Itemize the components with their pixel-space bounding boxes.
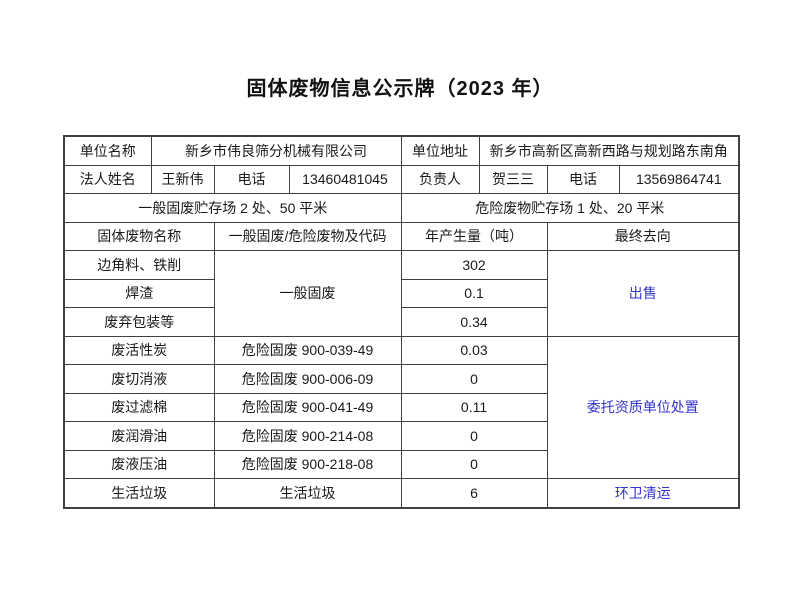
- header-destination: 最终去向: [546, 221, 740, 251]
- table-row: 废过滤棉 危险固废 900-041-49 0.11: [63, 392, 739, 422]
- unit-name-value: 新乡市伟良筛分机械有限公司: [150, 135, 402, 166]
- waste-name: 废液压油: [63, 449, 215, 479]
- waste-notice-table: 单位名称 新乡市伟良筛分机械有限公司 单位地址 新乡市高新区高新西路与规划路东南…: [63, 135, 741, 509]
- manager-label: 负责人: [400, 164, 480, 194]
- waste-name: 废活性炭: [63, 335, 215, 365]
- row-contacts: 法人姓名 王新伟 电话 13460481045 负责人 贺三三 电话 13569…: [63, 164, 740, 194]
- manager-name-value: 贺三三: [478, 164, 548, 194]
- table-row: 生活垃圾 生活垃圾 6 环卫清运: [63, 478, 740, 508]
- waste-amount: 6: [400, 478, 548, 508]
- header-waste-category: 一般固废/危险废物及代码: [213, 221, 402, 251]
- waste-category-general: 一般固废: [213, 250, 402, 337]
- legal-name-label: 法人姓名: [63, 164, 152, 194]
- waste-amount: 302: [400, 250, 548, 280]
- unit-address-value: 新乡市高新区高新西路与规划路东南角: [478, 135, 740, 166]
- waste-amount: 0.34: [400, 307, 548, 337]
- legal-name-value: 王新伟: [150, 164, 215, 194]
- waste-category: 危险固废 900-214-08: [213, 421, 402, 451]
- manager-phone-value: 13569864741: [618, 164, 740, 194]
- waste-amount: 0.1: [400, 278, 548, 308]
- table-row: 焊渣 0.1: [63, 278, 739, 308]
- waste-amount: 0: [400, 364, 548, 394]
- waste-category: 生活垃圾: [213, 478, 402, 508]
- legal-phone-value: 13460481045: [288, 164, 402, 194]
- waste-amount: 0.11: [400, 392, 548, 422]
- waste-category: 危险固废 900-039-49: [213, 335, 402, 365]
- waste-name: 生活垃圾: [63, 478, 215, 508]
- row-storage: 一般固废贮存场 2 处、50 平米 危险废物贮存场 1 处、20 平米: [63, 193, 740, 223]
- waste-name: 边角料、铁削: [63, 250, 215, 280]
- waste-category: 危险固废 900-041-49: [213, 392, 402, 422]
- page-title: 固体废物信息公示牌（2023 年）: [246, 78, 554, 100]
- manager-phone-label: 电话: [546, 164, 620, 194]
- row-table-headers: 固体废物名称 一般固废/危险废物及代码 年产生量（吨） 最终去向: [63, 221, 740, 251]
- waste-name: 废润滑油: [63, 421, 215, 451]
- unit-name-label: 单位名称: [63, 135, 152, 166]
- hazardous-storage-info: 危险废物贮存场 1 处、20 平米: [400, 193, 740, 223]
- table-row: 废液压油 危险固废 900-218-08 0: [63, 449, 739, 479]
- general-storage-info: 一般固废贮存场 2 处、50 平米: [63, 193, 402, 223]
- table-row: 废润滑油 危险固废 900-214-08 0: [63, 421, 739, 451]
- table-row: 废弃包装等 0.34: [63, 307, 739, 337]
- row-unit-info: 单位名称 新乡市伟良筛分机械有限公司 单位地址 新乡市高新区高新西路与规划路东南…: [63, 135, 740, 166]
- legal-phone-label: 电话: [213, 164, 290, 194]
- destination-sanitation: 环卫清运: [546, 478, 740, 508]
- waste-name: 废切消液: [63, 364, 215, 394]
- table-row: 边角料、铁削 一般固废 302 出售: [63, 250, 740, 337]
- table-row: 废活性炭 危险固废 900-039-49 0.03 委托资质单位处置: [63, 335, 740, 479]
- waste-amount: 0: [400, 449, 548, 479]
- waste-name: 废过滤棉: [63, 392, 215, 422]
- destination-entrusted: 委托资质单位处置: [546, 335, 740, 479]
- waste-category: 危险固废 900-218-08: [213, 449, 402, 479]
- waste-amount: 0.03: [400, 335, 548, 365]
- waste-category: 危险固废 900-006-09: [213, 364, 402, 394]
- table-row: 废切消液 危险固废 900-006-09 0: [63, 364, 739, 394]
- header-waste-name: 固体废物名称: [63, 221, 215, 251]
- waste-name: 焊渣: [63, 278, 215, 308]
- header-annual-output: 年产生量（吨）: [400, 221, 548, 251]
- waste-name: 废弃包装等: [63, 307, 215, 337]
- unit-address-label: 单位地址: [400, 135, 480, 166]
- waste-amount: 0: [400, 421, 548, 451]
- destination-sale: 出售: [546, 250, 740, 337]
